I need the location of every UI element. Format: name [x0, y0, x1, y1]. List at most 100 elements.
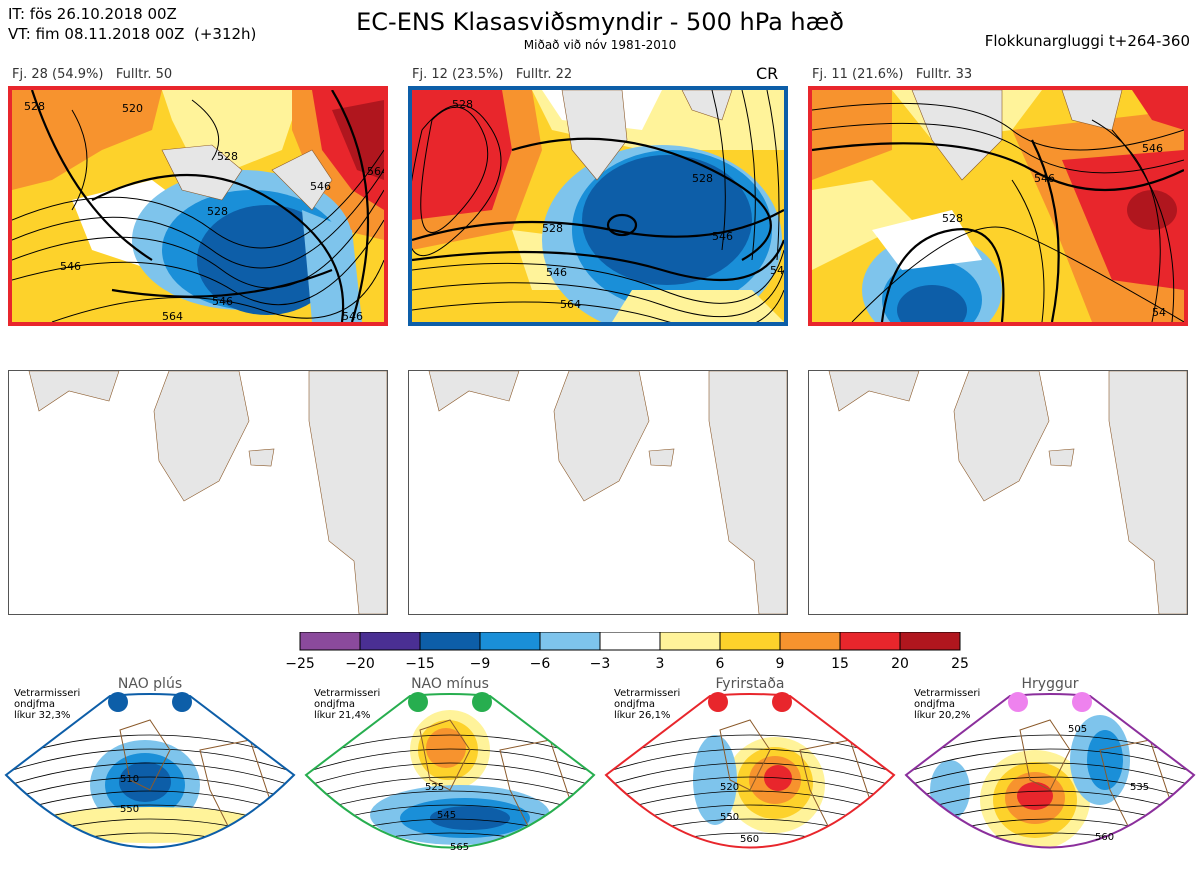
regime-note-0: Vetrarmisseri ondjfma líkur 32,3%	[14, 688, 94, 721]
window-label: Flokkunargluggi t+264-360	[984, 32, 1190, 50]
height-contour	[606, 846, 894, 848]
regime-note-line: ondjfma	[914, 699, 955, 710]
colorbar-tick-label: −15	[405, 656, 435, 672]
cluster-1-anomaly-plot: 528 520 528 546 564 546 528 546 564 546	[12, 90, 384, 322]
contour-label: 546	[712, 230, 733, 243]
regime-note-line: líkur 20,2%	[914, 710, 971, 721]
regime-map-0: 510 550	[4, 693, 296, 849]
cluster-2-base-map	[408, 370, 788, 615]
iceland-shape	[248, 448, 275, 467]
colorbar-swatch	[539, 632, 601, 651]
contour-label: 520	[122, 102, 143, 115]
anomaly-shade	[1087, 730, 1123, 790]
regime-note-line: Vetrarmisseri	[314, 688, 381, 699]
contour-label: 546	[212, 295, 233, 308]
regime-note-line: ondjfma	[314, 699, 355, 710]
regime-dot-icon	[772, 692, 792, 712]
height-contour	[606, 762, 894, 789]
height-contour	[6, 776, 294, 803]
cluster-3-anomaly-plot: 546 528 546 54 546	[812, 90, 1184, 322]
contour-label: 564	[162, 310, 183, 322]
height-contour	[306, 776, 594, 803]
cluster-3-name: Fj. 11 (21.6%)	[812, 67, 904, 82]
colorbar-tick-label: 25	[951, 656, 969, 672]
contour-label: 546	[310, 180, 331, 193]
regime-title-2: Fyrirstaða	[715, 676, 785, 692]
regime-note-line: líkur 21,4%	[314, 710, 371, 721]
contour-label: 528	[942, 212, 963, 225]
base-map-2	[428, 371, 787, 614]
cluster-1-rep: Fulltr. 50	[115, 67, 173, 82]
contour-label: 546	[1002, 320, 1023, 322]
greenland-shape	[553, 371, 650, 502]
page-title: EC-ENS Klasasviðsmyndir - 500 hPa hæð	[356, 8, 844, 36]
regime-note-line: Vetrarmisseri	[914, 688, 981, 699]
europe-shape	[1108, 371, 1187, 614]
contour-label: 528	[692, 172, 713, 185]
colorbar-tick-label: 3	[656, 656, 665, 672]
regime-contour-label: 520	[720, 782, 739, 793]
anomaly-shade	[1017, 782, 1053, 810]
cluster-2-map: 528 528 528 546 564 546 54	[408, 86, 788, 326]
europe-shape	[708, 371, 787, 614]
regime-dot-icon	[408, 692, 428, 712]
colorbar-tick-label: 20	[891, 656, 909, 672]
height-contour	[606, 748, 894, 775]
cluster-3-label: Fj. 11 (21.6%) Fulltr. 33	[812, 67, 972, 82]
regime-note-3: Vetrarmisseri ondjfma líkur 20,2%	[914, 688, 994, 721]
canada-shape	[428, 371, 520, 412]
regime-note-line: ondjfma	[614, 699, 655, 710]
height-contour	[906, 748, 1194, 775]
page-subtitle: Miðað við nóv 1981-2010	[523, 38, 677, 52]
regime-frame	[604, 693, 896, 849]
cluster-2-name: Fj. 12 (23.5%)	[412, 67, 504, 82]
colorbar-swatch	[479, 632, 541, 651]
cluster-1-map: 528 520 528 546 564 546 528 546 564 546	[8, 86, 388, 326]
regime-note-2: Vetrarmisseri ondjfma líkur 26,1%	[614, 688, 694, 721]
regime-note-line: ondjfma	[14, 699, 55, 710]
regime-dot-icon	[1072, 692, 1092, 712]
regime-dot-icon	[172, 692, 192, 712]
regime-contour-label: 525	[425, 782, 444, 793]
colorbar-tick-label: −20	[345, 656, 375, 672]
regime-contour-label: 545	[437, 810, 456, 821]
regime-frame	[304, 693, 596, 849]
anomaly-shade	[119, 762, 171, 802]
cluster-3-map: 546 528 546 54 546	[808, 86, 1188, 326]
regime-dot-icon	[1008, 692, 1028, 712]
height-contour	[6, 748, 294, 775]
regime-note-line: Vetrarmisseri	[614, 688, 681, 699]
height-contour	[606, 776, 894, 803]
header-info: IT: fös 26.10.2018 00Z VT: fim 08.11.201…	[8, 4, 256, 44]
regime-note-line: líkur 32,3%	[14, 710, 71, 721]
colorbar-tick-label: 9	[776, 656, 785, 672]
regime-contour-label: 565	[450, 842, 469, 853]
regime-contour-label: 550	[120, 804, 139, 815]
cluster-2-rep: Fulltr. 22	[515, 67, 573, 82]
regime-title-0: NAO plús	[117, 676, 183, 692]
regime-dot-icon	[472, 692, 492, 712]
colorbar-swatch	[299, 632, 361, 651]
regime-map-1: 525 545 565	[304, 693, 596, 853]
initial-time: IT: fös 26.10.2018 00Z	[8, 5, 177, 23]
contour-label: 546	[1034, 172, 1055, 185]
height-contour	[906, 776, 1194, 803]
colorbar-tick-label: 15	[831, 656, 849, 672]
contour-label: 564	[367, 165, 384, 178]
colorbar-scale: −25 −20 −15 −9 −6 −3 3 6 9 15 20 25	[285, 632, 969, 672]
regime-note-1: Vetrarmisseri ondjfma líkur 21,4%	[314, 688, 394, 721]
cluster-3-rep: Fulltr. 33	[915, 67, 973, 82]
regime-contour-label: 560	[1095, 832, 1114, 843]
cluster-1-base-map	[8, 370, 388, 615]
height-contour	[906, 762, 1194, 789]
contour-label: 564	[560, 298, 581, 311]
europe-shape	[308, 371, 387, 614]
regime-contour-label: 535	[1130, 782, 1149, 793]
regime-frame	[4, 693, 296, 849]
regime-contour-label: 550	[720, 812, 739, 823]
colorbar-swatch	[719, 632, 781, 651]
colorbar-tick-label: −9	[470, 656, 491, 672]
base-map-1	[28, 371, 387, 614]
height-contour	[306, 762, 594, 789]
cluster-3-base-map	[808, 370, 1188, 615]
